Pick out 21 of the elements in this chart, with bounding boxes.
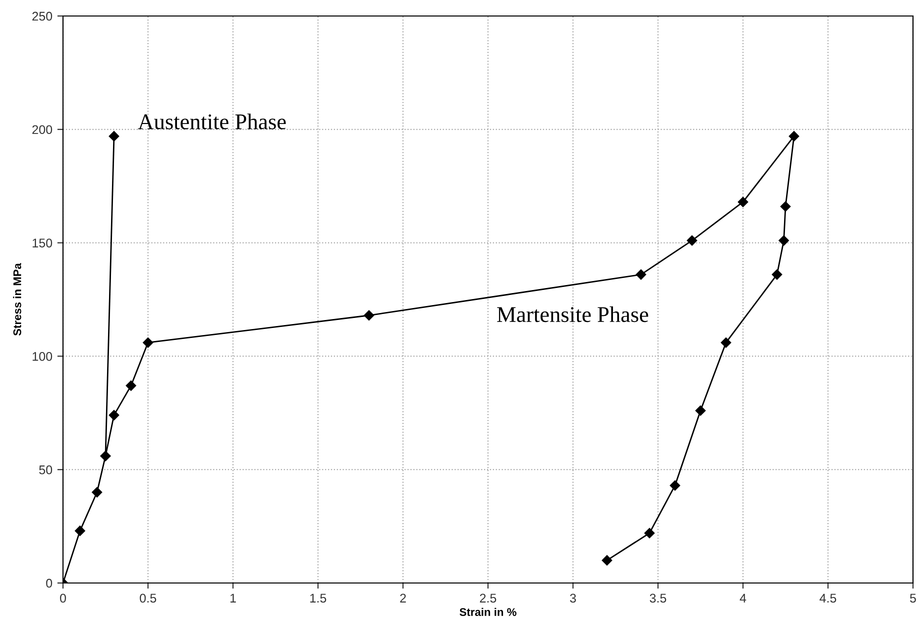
annotation: Martensite Phase — [497, 306, 648, 322]
x-tick-label: 1.5 — [310, 594, 326, 603]
x-tick-label: 0.5 — [140, 594, 156, 603]
y-tick-label: 0 — [46, 578, 52, 588]
x-axis-title: Strain in % — [460, 608, 516, 616]
x-tick-label: 4 — [740, 594, 746, 602]
x-tick-label: 3.5 — [650, 594, 666, 603]
y-tick-label: 150 — [32, 238, 52, 248]
x-tick-label: 2 — [400, 594, 406, 602]
y-axis-title: Stress in MPa — [13, 262, 22, 336]
x-tick-label: 3 — [570, 594, 576, 603]
y-tick-label: 100 — [32, 352, 52, 361]
x-tick-label: 4.5 — [820, 594, 836, 603]
x-tick-label: 1 — [230, 594, 236, 602]
y-tick-label: 250 — [32, 12, 52, 21]
annotation: Austentite Phase — [138, 114, 286, 130]
y-tick-label: 50 — [39, 465, 52, 474]
x-tick-label: 5 — [910, 594, 916, 603]
x-tick-label: 0 — [60, 594, 66, 603]
y-tick-label: 200 — [32, 125, 52, 134]
x-tick-label: 2.5 — [480, 594, 496, 603]
